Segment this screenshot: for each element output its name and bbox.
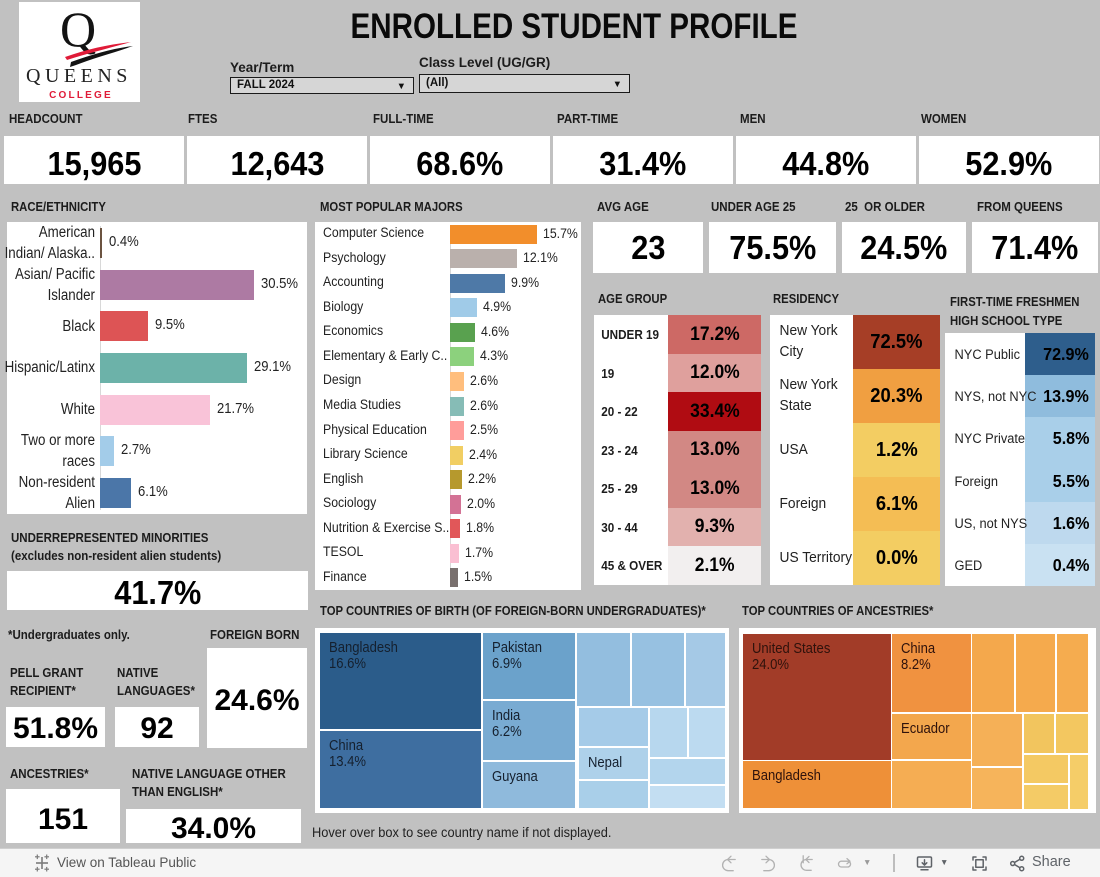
svg-text:Q: Q — [60, 2, 96, 57]
svg-text:QUEENS: QUEENS — [26, 65, 132, 87]
svg-text:COLLEGE: COLLEGE — [49, 90, 113, 101]
